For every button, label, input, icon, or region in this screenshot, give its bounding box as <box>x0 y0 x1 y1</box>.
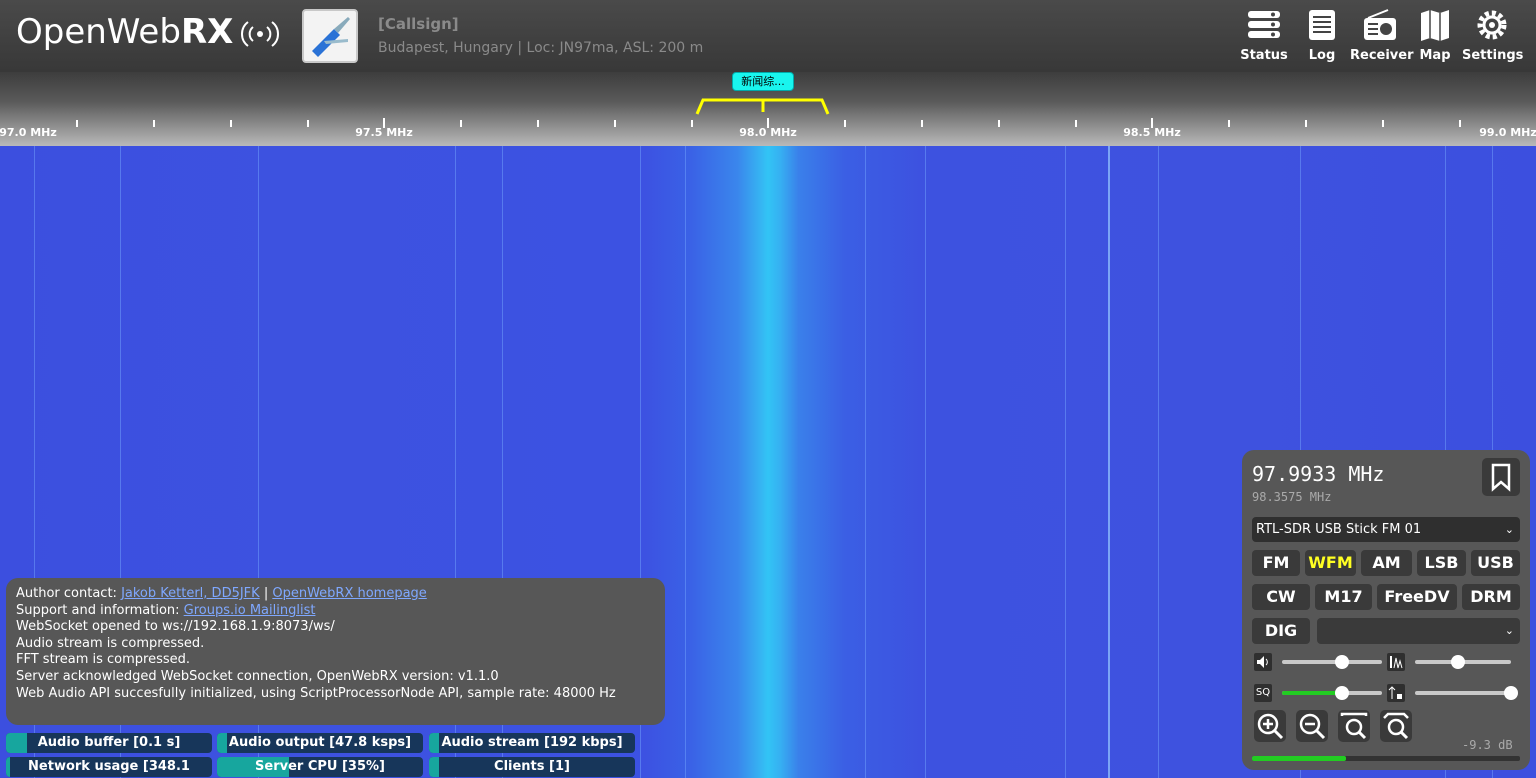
mailinglist-link[interactable]: Groups.io Mailinglist <box>183 602 316 618</box>
nav-settings-button[interactable]: Settings <box>1462 8 1523 68</box>
mode-fm-button[interactable]: FM <box>1252 550 1300 576</box>
zoom-out-icon <box>1299 713 1326 740</box>
gear-icon <box>1477 10 1507 40</box>
log-line: Web Audio API succesfully initialized, u… <box>16 685 616 701</box>
scale-label-98-5: 98.5 MHz <box>1123 126 1181 139</box>
mode-m17-button[interactable]: M17 <box>1315 584 1372 610</box>
scale-label-98-0: 98.0 MHz <box>739 126 797 139</box>
mode-dig-button[interactable]: DIG <box>1252 618 1310 644</box>
squelch-icon[interactable]: SQ <box>1254 684 1272 702</box>
nr-slider[interactable] <box>1415 655 1511 669</box>
log-panel: Author contact: Jakob Ketterl, DD5JFK | … <box>6 578 665 725</box>
receiver-title: [Callsign] <box>378 15 459 33</box>
bookmark-button[interactable] <box>1482 458 1520 496</box>
gain-slider[interactable] <box>1415 686 1518 700</box>
mode-drm-button[interactable]: DRM <box>1462 584 1520 610</box>
zoom-to-signal-button[interactable] <box>1380 710 1412 742</box>
log-icon <box>1309 10 1335 40</box>
log-line: Server acknowledged WebSocket connection… <box>16 668 499 684</box>
receiver-avatar[interactable] <box>302 9 358 63</box>
scale-label-99-0: 99.0 MHz <box>1479 126 1536 139</box>
log-line: Audio stream is compressed. <box>16 635 205 651</box>
frequency-display[interactable]: 97.9933 MHz <box>1252 462 1385 486</box>
mode-cw-button[interactable]: CW <box>1252 584 1310 610</box>
clients-bar[interactable]: Clients [1] <box>429 757 635 777</box>
log-line: WebSocket opened to ws://192.168.1.9:807… <box>16 619 335 635</box>
nav-log-button[interactable]: Log <box>1292 8 1352 68</box>
speaker-icon[interactable] <box>1254 653 1272 671</box>
scale-label-97-0: 97.0 MHz <box>0 126 57 139</box>
mode-lsb-button[interactable]: LSB <box>1417 550 1466 576</box>
frequency-scale[interactable]: 97.0 MHz 97.5 MHz 98.0 MHz 98.5 MHz 99.0… <box>0 72 1536 146</box>
chevron-down-icon: ⌄ <box>1504 523 1514 536</box>
swiss-knife-icon <box>312 17 350 57</box>
digital-mode-select[interactable]: ⌄ <box>1317 618 1520 644</box>
profile-select[interactable]: RTL-SDR USB Stick FM 01 ⌄ <box>1252 517 1520 542</box>
zoom-in-button[interactable] <box>1254 710 1286 742</box>
author-line: Author contact: Jakob Ketterl, DD5JFK | … <box>16 586 427 601</box>
audio-output-bar[interactable]: Audio output [47.8 ksps] <box>217 733 423 753</box>
mode-wfm-button[interactable]: WFM <box>1305 550 1356 576</box>
scale-label-97-5: 97.5 MHz <box>355 126 413 139</box>
nav-receiver-button[interactable]: Receiver <box>1350 8 1414 68</box>
mode-am-button[interactable]: AM <box>1361 550 1412 576</box>
scale-ticks <box>76 98 1461 128</box>
signal-level-readout: -9.3 dB <box>1462 738 1513 752</box>
nav-map-button[interactable]: Map <box>1405 8 1465 68</box>
mode-freedv-button[interactable]: FreeDV <box>1377 584 1457 610</box>
gain-icon[interactable] <box>1387 684 1405 702</box>
homepage-link[interactable]: OpenWebRX homepage <box>272 586 427 601</box>
map-icon <box>1421 10 1449 41</box>
mode-usb-button[interactable]: USB <box>1471 550 1520 576</box>
squelch-slider[interactable] <box>1282 686 1382 700</box>
support-line: Support and information: Groups.io Maili… <box>16 602 316 618</box>
radio-icon <box>1364 9 1396 40</box>
zoom-out-button[interactable] <box>1296 710 1328 742</box>
status-icon <box>1248 11 1280 38</box>
openwebrx-logo[interactable]: OpenWebRX <box>16 12 234 52</box>
server-cpu-bar[interactable]: Server CPU [35%] <box>217 757 423 777</box>
signal-meter <box>1252 756 1520 761</box>
zoom-signal-icon <box>1383 712 1409 740</box>
zoom-to-fit-button[interactable] <box>1338 710 1370 742</box>
noise-reduction-icon[interactable] <box>1387 653 1405 671</box>
receiver-panel: 97.9933 MHz 98.3575 MHz RTL-SDR USB Stic… <box>1242 450 1530 770</box>
audio-buffer-bar[interactable]: Audio buffer [0.1 s] <box>6 733 212 753</box>
header-bar: OpenWebRX [Callsign] Budapest, Hungary |… <box>0 0 1536 72</box>
nav-status-button[interactable]: Status <box>1234 8 1294 68</box>
audio-stream-bar[interactable]: Audio stream [192 kbps] <box>429 733 635 753</box>
tuning-bracket <box>695 98 830 115</box>
volume-slider[interactable] <box>1282 655 1382 669</box>
log-line: FFT stream is compressed. <box>16 652 191 668</box>
network-usage-bar[interactable]: Network usage [348.1 kbps] <box>6 757 212 777</box>
author-link[interactable]: Jakob Ketterl, DD5JFK <box>121 586 260 601</box>
frequency-secondary: 98.3575 MHz <box>1252 490 1332 504</box>
zoom-in-icon <box>1257 713 1284 740</box>
broadcast-icon <box>241 21 279 47</box>
bookmark-tag[interactable]: 新闻综... <box>732 72 794 91</box>
chevron-down-icon: ⌄ <box>1504 624 1514 637</box>
bookmark-icon <box>1491 463 1511 492</box>
zoom-fit-icon <box>1340 712 1368 740</box>
receiver-description: Budapest, Hungary | Loc: JN97ma, ASL: 20… <box>378 40 704 56</box>
